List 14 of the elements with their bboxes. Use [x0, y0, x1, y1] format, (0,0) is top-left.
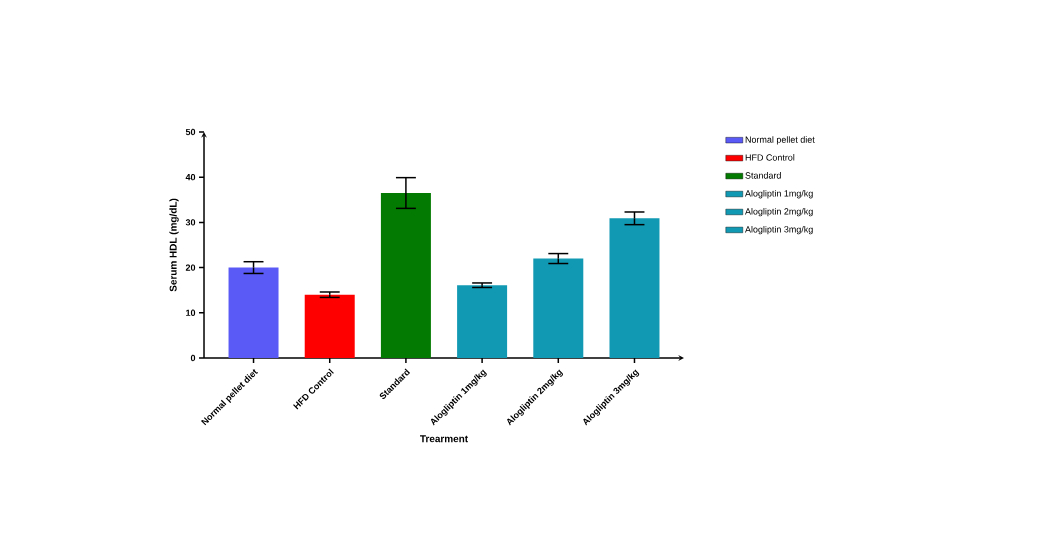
legend-label: HFD Control	[745, 154, 795, 161]
legend-label: Alogliptin 3mg/kg	[745, 225, 813, 235]
y-tick-label: 30	[185, 219, 196, 226]
x-axis-title: Trearment	[420, 435, 468, 443]
legend-label: Alogliptin 2mg/kg	[745, 207, 813, 217]
y-axis-title: Serum HDL (mg/dL)	[169, 198, 179, 292]
y-tick-label: 50	[185, 128, 196, 136]
y-tick-label: 20	[185, 264, 196, 271]
y-tick-label: 10	[186, 309, 196, 316]
y-tick-label: 0	[190, 354, 196, 362]
legend-label: Standard	[745, 172, 781, 179]
y-tick-label: 40	[185, 174, 196, 181]
legend-label: Alogliptin 1mg/kg	[745, 190, 813, 199]
legend-label: Normal pellet diet	[745, 136, 815, 145]
